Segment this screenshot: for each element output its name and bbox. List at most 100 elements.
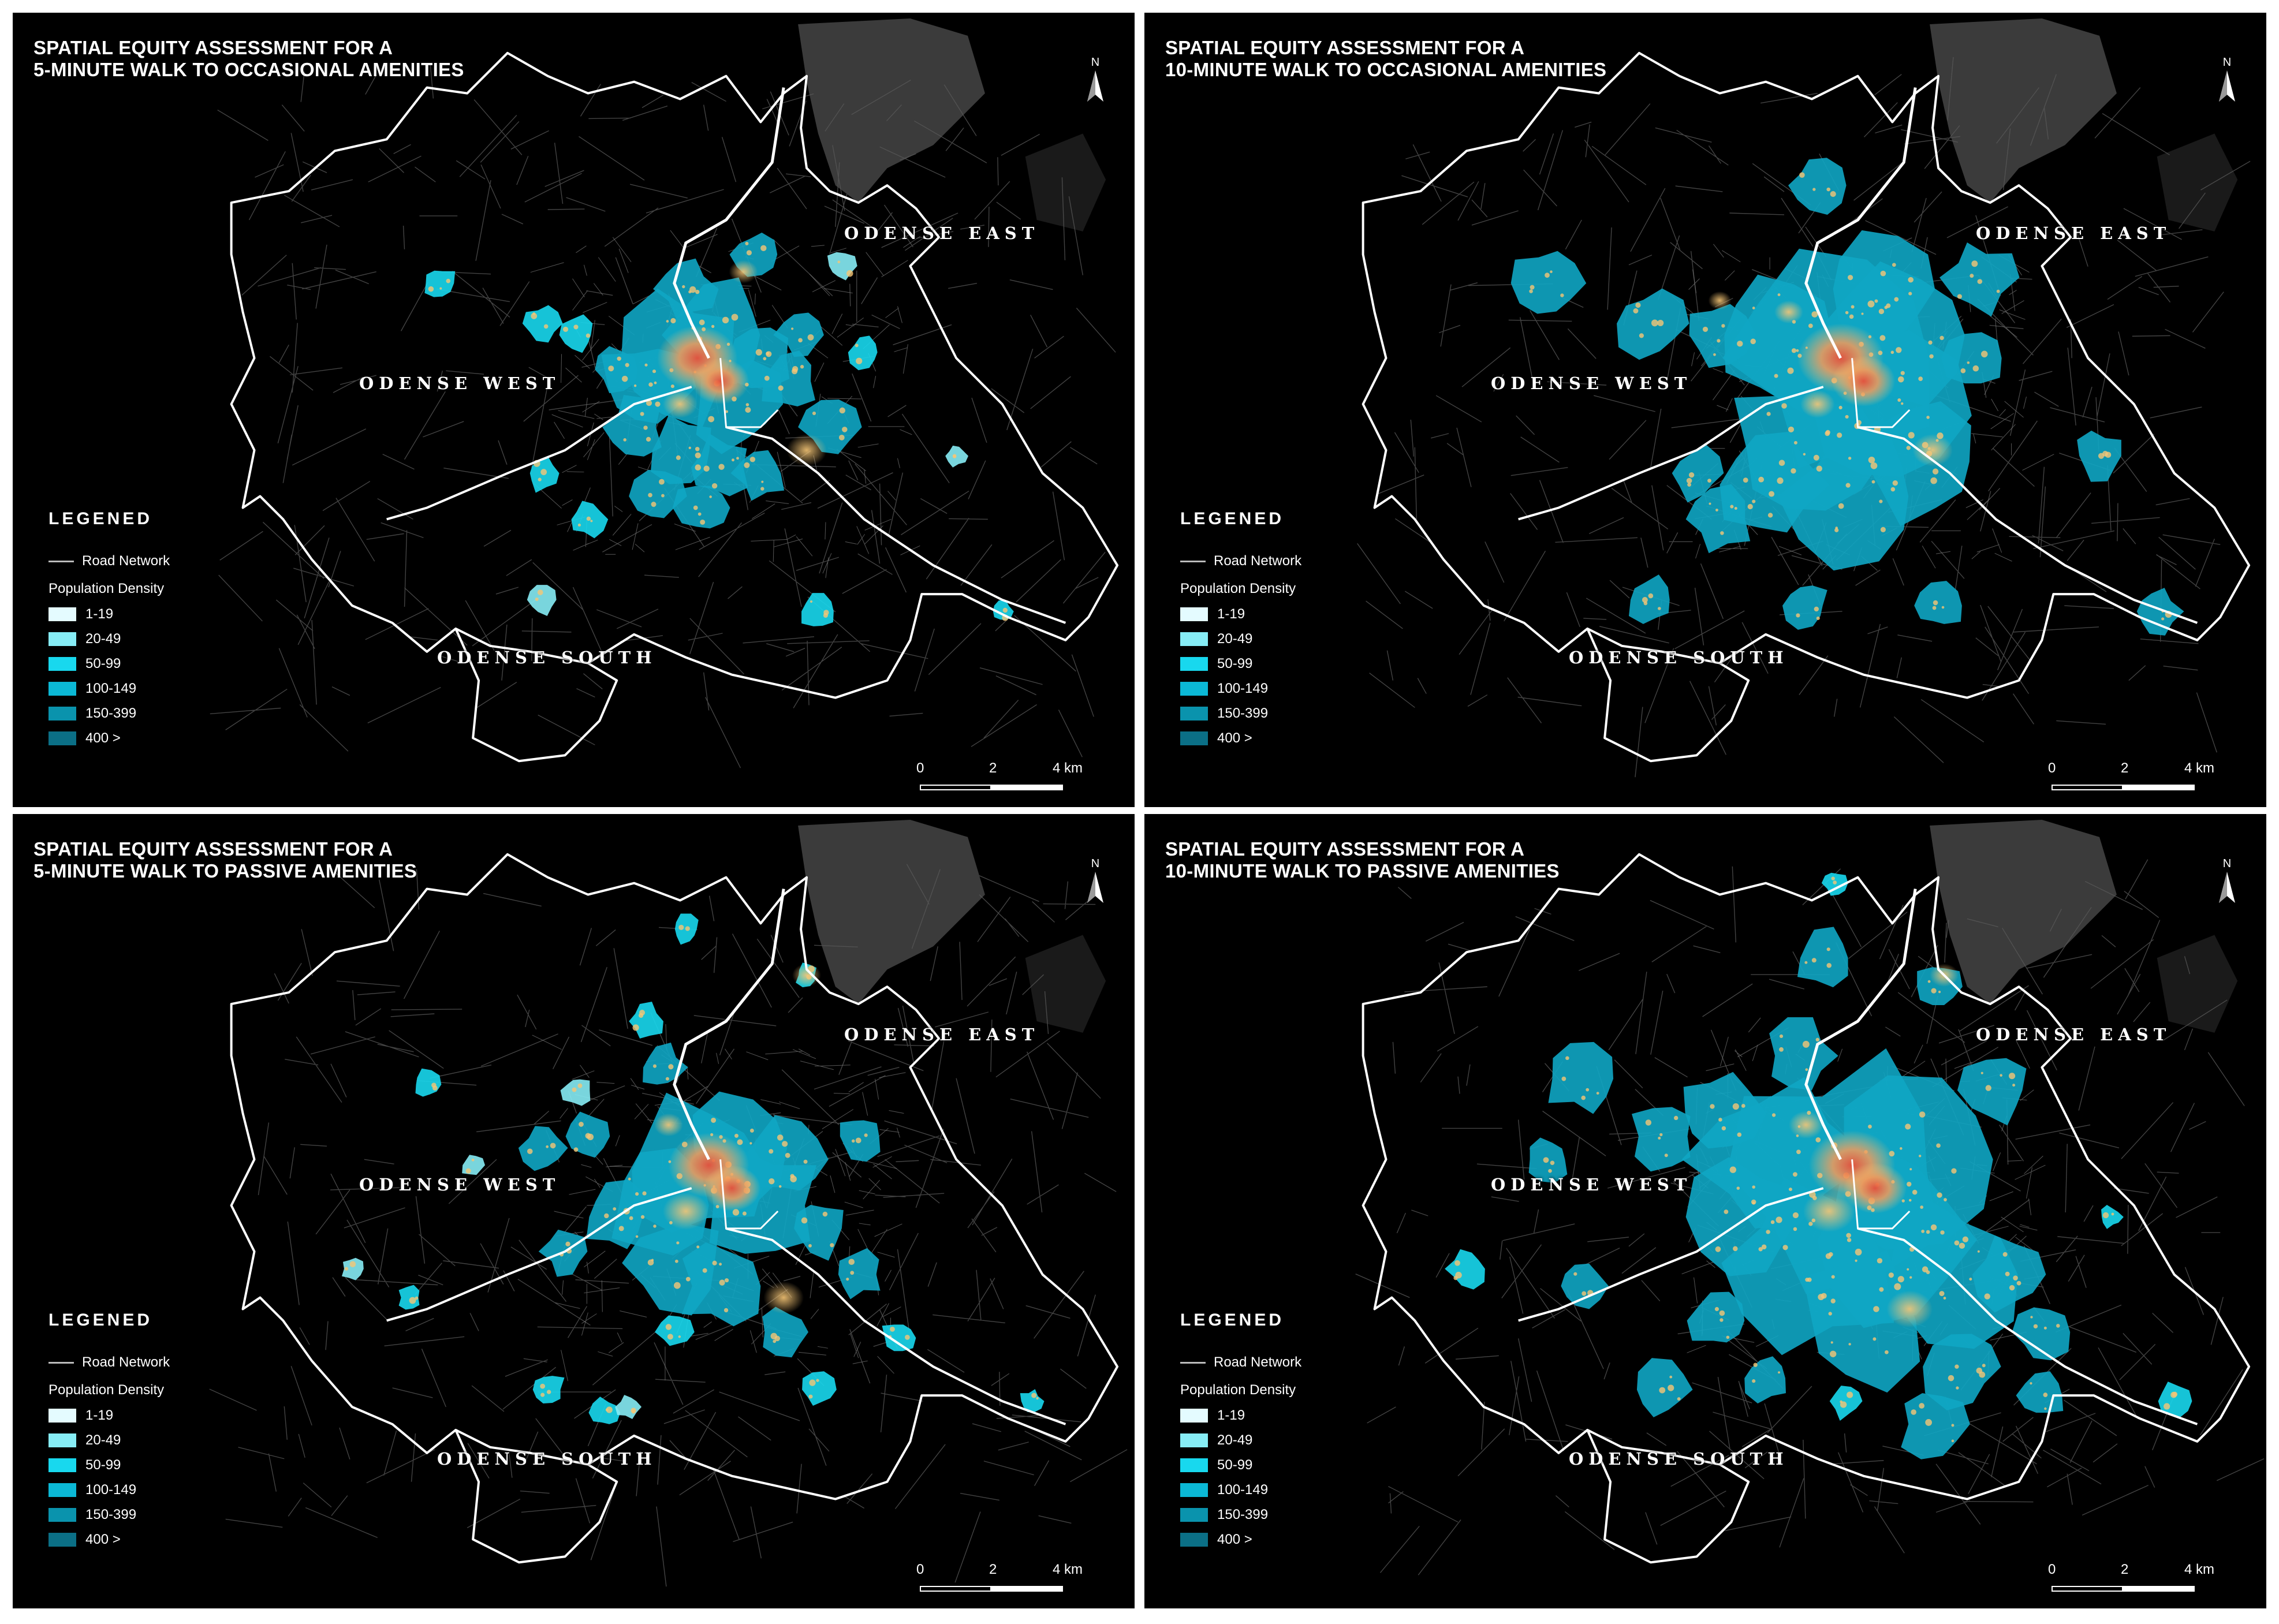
density-dot xyxy=(760,487,764,491)
coverage-area xyxy=(802,1371,837,1406)
density-dot xyxy=(1687,483,1691,487)
coverage-area xyxy=(801,593,834,626)
density-dot xyxy=(678,924,684,931)
density-dot xyxy=(573,324,579,330)
district-label-west: ODENSE WEST xyxy=(359,1175,561,1194)
density-dot xyxy=(1815,1037,1819,1042)
map-canvas xyxy=(1357,18,2251,778)
coverage-area xyxy=(559,314,593,353)
density-dot xyxy=(1976,1367,1983,1374)
density-dot xyxy=(1831,876,1835,880)
density-dot xyxy=(830,1243,834,1248)
density-dot xyxy=(1969,1278,1972,1281)
density-dot xyxy=(1561,1076,1566,1081)
coverage-area xyxy=(532,1376,565,1404)
density-dot xyxy=(1736,1186,1740,1190)
density-dot xyxy=(711,324,715,328)
density-dot xyxy=(446,278,451,283)
density-dot xyxy=(655,401,661,407)
density-dot xyxy=(1002,607,1008,613)
coverage-area xyxy=(586,1179,647,1249)
density-hotspot xyxy=(1788,1111,1823,1139)
density-dot xyxy=(1657,607,1661,610)
legend-class-row: 50-99 xyxy=(1180,651,1301,676)
density-dot xyxy=(1796,1149,1801,1155)
density-dot xyxy=(604,1213,609,1219)
density-dot xyxy=(1828,1312,1832,1316)
legend: LEGENED Road Network Population Density … xyxy=(49,509,170,751)
density-dot xyxy=(1971,260,1978,267)
coverage-area xyxy=(1687,1291,1745,1343)
scale-bar: 0 2 4 km xyxy=(2048,760,2225,801)
coverage-area xyxy=(1788,158,1847,215)
legend-class-row: 20-49 xyxy=(49,626,170,651)
density-dot xyxy=(1900,371,1905,375)
legend-swatch xyxy=(49,681,76,696)
ring-road xyxy=(719,358,779,428)
density-dot xyxy=(1752,1379,1756,1383)
density-dot xyxy=(1529,289,1533,293)
coverage-area xyxy=(2016,1371,2064,1413)
district-label-east: ODENSE EAST xyxy=(844,223,1040,243)
density-dot xyxy=(1861,312,1864,315)
density-dot xyxy=(712,1260,717,1265)
coverage-area xyxy=(1923,1334,2001,1410)
density-dot xyxy=(1635,302,1641,308)
legend-class-label: 1-19 xyxy=(85,1407,114,1423)
density-dot xyxy=(1717,339,1721,343)
coverage-area xyxy=(1685,484,1751,554)
density-dot xyxy=(1930,1224,1937,1231)
major-road-west xyxy=(1518,386,1824,521)
legend-swatch xyxy=(49,1433,76,1447)
legend-swatch xyxy=(1180,632,1208,646)
density-dot xyxy=(1931,988,1937,994)
legend-swatch xyxy=(49,706,76,720)
major-road-west xyxy=(386,386,692,521)
density-dot xyxy=(1956,1386,1959,1390)
coverage-area xyxy=(1685,1157,1799,1276)
coverage-area xyxy=(1561,1263,1609,1309)
major-road-river xyxy=(673,87,785,359)
density-dot xyxy=(1793,440,1797,445)
density-dot xyxy=(665,1077,669,1081)
density-dot xyxy=(639,1010,646,1016)
density-dot xyxy=(1868,1125,1872,1129)
legend-population-title: Population Density xyxy=(49,1382,165,1398)
scale-tick-0: 0 xyxy=(916,1562,924,1577)
density-dot xyxy=(905,1334,910,1340)
density-dot xyxy=(1870,462,1878,469)
density-dot xyxy=(1972,365,1979,372)
density-dot xyxy=(643,425,648,430)
legend-class-row: 20-49 xyxy=(1180,626,1301,651)
density-dot xyxy=(1550,1160,1555,1166)
density-dot xyxy=(1957,294,1962,299)
density-dot xyxy=(700,519,706,525)
density-dot xyxy=(546,1145,549,1148)
scale-tick-2: 2 xyxy=(2121,760,2129,776)
density-dot xyxy=(1873,1306,1879,1312)
density-hotspots xyxy=(1788,964,1959,1328)
legend: LEGENED Road Network Population Density … xyxy=(1180,1311,1301,1552)
density-dot xyxy=(798,338,803,343)
density-dot xyxy=(1884,1350,1889,1354)
density-dot xyxy=(617,356,621,361)
density-dot xyxy=(1848,1343,1851,1346)
density-dot xyxy=(731,313,738,321)
map-panel-10min-occasional: SPATIAL EQUITY ASSESSMENT FOR A 10-MINUT… xyxy=(1144,13,2266,807)
legend-class-label: 150-399 xyxy=(1217,1506,1269,1522)
legend-class-label: 400 > xyxy=(85,1531,121,1547)
density-dot xyxy=(428,286,434,292)
density-dot xyxy=(1977,1250,1980,1253)
legend-class-row: 50-99 xyxy=(1180,1453,1301,1477)
coverage-area xyxy=(1510,251,1587,314)
density-dot xyxy=(651,502,657,507)
coverage-area xyxy=(653,258,719,319)
density-dot xyxy=(1779,1034,1784,1038)
density-dot xyxy=(572,1087,577,1092)
density-dot xyxy=(1581,1095,1586,1100)
density-hotspots xyxy=(654,964,821,1314)
legend-swatch xyxy=(1180,607,1208,621)
density-dot xyxy=(1771,1113,1776,1117)
density-dot xyxy=(1846,1233,1851,1238)
density-dot xyxy=(1737,1132,1742,1137)
